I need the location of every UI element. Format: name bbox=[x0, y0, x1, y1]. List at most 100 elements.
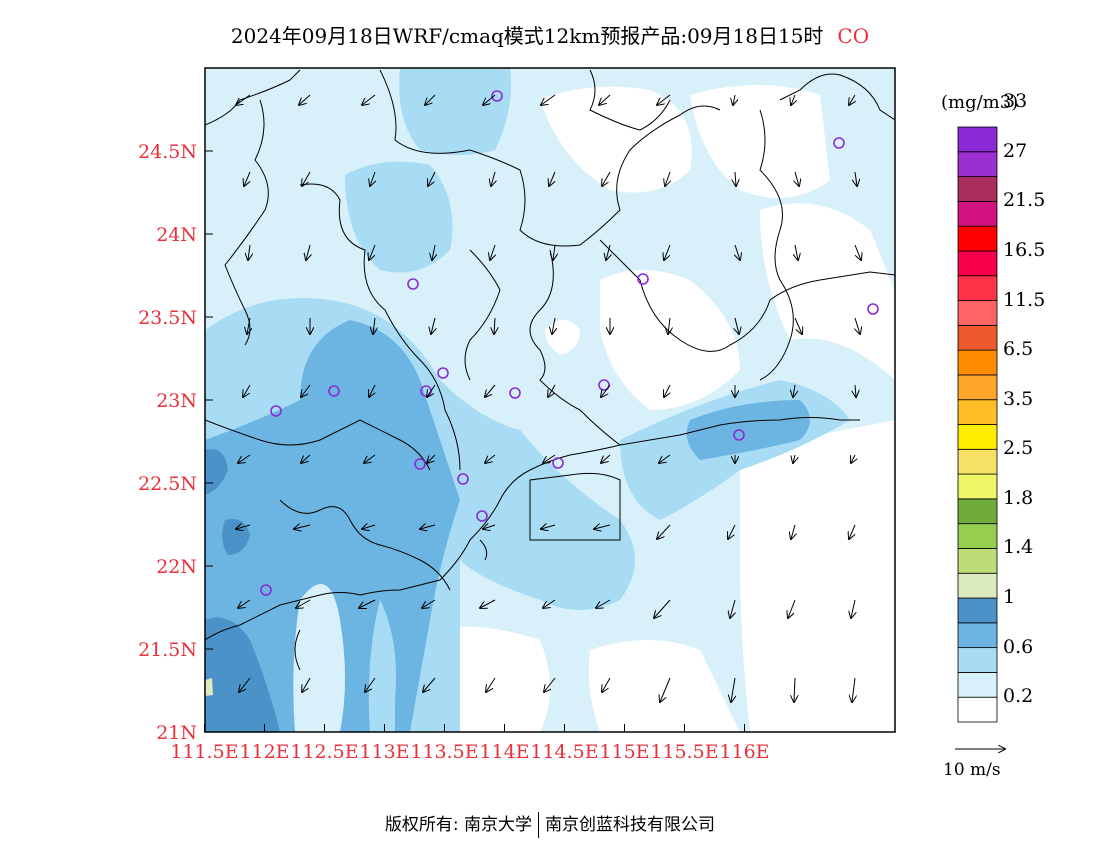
wind-arrow bbox=[548, 384, 556, 397]
wind-arrow bbox=[735, 171, 736, 186]
wind-arrow bbox=[238, 454, 251, 463]
wind-arrow bbox=[238, 599, 251, 608]
wind-arrow bbox=[423, 677, 436, 692]
wind-arrow bbox=[364, 454, 376, 463]
wind-arrow bbox=[370, 171, 375, 186]
legend-swatch bbox=[957, 696, 998, 723]
legend-label: 11.5 bbox=[1003, 288, 1046, 311]
wind-arrow bbox=[494, 317, 495, 334]
wind-arrow bbox=[491, 171, 495, 186]
wind-arrow bbox=[480, 599, 496, 608]
legend-swatch bbox=[957, 176, 998, 202]
station-marker bbox=[414, 458, 426, 470]
wind-arrow bbox=[665, 171, 670, 186]
station-marker bbox=[457, 473, 469, 485]
wind-arrow bbox=[302, 677, 311, 692]
wind-arrow bbox=[668, 317, 670, 334]
legend-swatch bbox=[957, 349, 998, 376]
legend-label: 33 bbox=[1003, 90, 1028, 113]
station-marker bbox=[437, 367, 449, 379]
wind-arrow bbox=[239, 677, 251, 692]
wind-arrow bbox=[428, 171, 436, 186]
wind-arrow bbox=[483, 94, 496, 105]
copyright-left: 版权所有: 南京大学 bbox=[384, 815, 533, 835]
station-marker bbox=[328, 385, 340, 397]
wind-arrow bbox=[795, 171, 799, 186]
legend-label: 27 bbox=[1003, 139, 1028, 162]
wind-arrow bbox=[730, 599, 735, 618]
x-tick-label: 113.5E bbox=[410, 741, 478, 763]
wind-arrow bbox=[549, 171, 556, 186]
y-tick-label: 21.5N bbox=[138, 639, 197, 661]
wind-arrow bbox=[602, 677, 611, 692]
wind-arrow bbox=[849, 524, 856, 539]
wind-arrow bbox=[543, 599, 556, 608]
wind-arrow bbox=[301, 454, 311, 463]
wind-arrow bbox=[795, 244, 798, 260]
wind-arrow bbox=[851, 599, 855, 618]
legend-colorbar bbox=[957, 126, 998, 723]
wind-arrow bbox=[541, 94, 556, 105]
wind-arrow bbox=[552, 317, 555, 334]
wind-arrow bbox=[541, 525, 556, 529]
legend-label: 1 bbox=[1003, 586, 1016, 609]
wind-arrow bbox=[855, 384, 856, 397]
wind-arrow bbox=[793, 384, 795, 397]
legend-label: 1.4 bbox=[1003, 536, 1034, 559]
wind-arrow bbox=[236, 525, 251, 529]
boundary-lines bbox=[205, 69, 895, 671]
wind-arrow bbox=[422, 599, 436, 608]
wind-arrow bbox=[735, 244, 740, 260]
x-tick-label: 112.5E bbox=[290, 741, 358, 763]
station-marker bbox=[833, 137, 845, 149]
wind-arrow bbox=[483, 525, 496, 529]
wind-arrow bbox=[794, 677, 795, 702]
wind-arrow bbox=[490, 244, 495, 260]
station-marker bbox=[260, 584, 272, 596]
title-text: 2024年09月18日WRF/cmaq模式12km预报产品:09月18日15时 bbox=[230, 24, 824, 48]
legend-swatch bbox=[957, 126, 998, 153]
station-marker bbox=[733, 429, 745, 441]
legend-swatch bbox=[957, 647, 998, 673]
legend-label: 3.5 bbox=[1003, 387, 1034, 410]
x-tick-label: 115.5E bbox=[650, 741, 718, 763]
wind-arrow bbox=[427, 384, 436, 397]
copyright-divider bbox=[538, 812, 540, 838]
legend-swatch bbox=[957, 399, 998, 425]
wind-arrow bbox=[365, 677, 376, 692]
legend-label: 0.2 bbox=[1003, 685, 1034, 708]
wind-vectors bbox=[236, 94, 861, 702]
wind-arrow bbox=[731, 677, 735, 702]
wind-arrow bbox=[432, 244, 435, 260]
x-tick-label: 115E bbox=[599, 741, 649, 763]
station-marker bbox=[407, 278, 419, 290]
wind-arrow bbox=[596, 599, 611, 608]
x-tick-label: 114E bbox=[479, 741, 529, 763]
legend-swatch bbox=[957, 374, 998, 401]
legend-swatch bbox=[957, 672, 998, 698]
wind-arrow bbox=[294, 525, 311, 529]
legend-swatch bbox=[957, 473, 998, 500]
wind-arrow bbox=[855, 171, 857, 186]
y-tick-label: 23.5N bbox=[138, 307, 197, 329]
wind-arrow bbox=[794, 317, 802, 334]
wind-arrow bbox=[247, 317, 250, 334]
legend-label: 6.5 bbox=[1003, 338, 1034, 361]
wind-arrow bbox=[657, 524, 671, 539]
x-tick-label: 113E bbox=[359, 741, 409, 763]
y-tick-label: 24.5N bbox=[138, 141, 197, 163]
wind-arrow bbox=[606, 244, 610, 260]
y-tick-label: 21N bbox=[156, 722, 197, 744]
wind-arrow bbox=[425, 94, 436, 105]
wind-arrow bbox=[244, 171, 251, 186]
wind-arrow bbox=[306, 244, 310, 260]
station-marker bbox=[476, 510, 488, 522]
station-marker bbox=[552, 457, 564, 469]
wind-arrow bbox=[660, 677, 671, 702]
wind-arrow bbox=[420, 525, 436, 529]
wind-arrow bbox=[362, 525, 376, 529]
wind-arrow bbox=[485, 454, 496, 463]
wind-arrow bbox=[236, 94, 251, 105]
wind-arrow bbox=[728, 524, 736, 539]
copyright-footer: 版权所有: 南京大学 南京创蓝科技有限公司 bbox=[0, 810, 1100, 838]
